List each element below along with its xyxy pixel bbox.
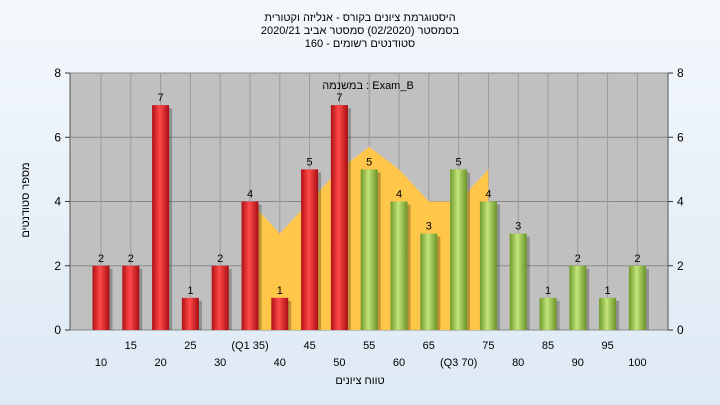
bar-30	[211, 265, 229, 330]
x-tick-label: 40	[274, 357, 286, 369]
y-tick-label-left: 0	[54, 323, 61, 337]
bar-(Q1 35)	[241, 201, 259, 330]
y-tick-label-left: 4	[54, 195, 61, 209]
bar-60	[390, 201, 408, 330]
y-tick-label-right: 6	[677, 130, 684, 144]
x-tick-label: (Q1 35)	[231, 340, 268, 352]
chart-title-line-3: סטודנטים רשומים - 160	[304, 38, 416, 50]
bar-65	[420, 233, 438, 330]
x-tick-label: 55	[363, 340, 375, 352]
x-tick-label: 20	[154, 357, 166, 369]
bar-40	[271, 297, 289, 330]
value-label: 3	[515, 221, 521, 233]
value-label: 2	[98, 253, 104, 265]
x-tick-label: 75	[482, 340, 494, 352]
x-tick-label: (Q3 70)	[440, 357, 477, 369]
chart-title-line-1: היסטוגרמת ציונים בקורס - אנליזה וקטורית	[264, 12, 456, 24]
bar-50	[330, 105, 348, 330]
x-tick-label: 25	[184, 340, 196, 352]
value-label: 5	[366, 156, 372, 168]
y-tick-label-left: 2	[54, 259, 61, 273]
value-label: 7	[158, 92, 164, 104]
value-label: 1	[187, 285, 193, 297]
bar-75	[479, 201, 497, 330]
x-tick-label: 85	[542, 340, 554, 352]
exam-annotation: במשנמה : Exam_B	[322, 80, 414, 92]
bar-20	[152, 105, 170, 330]
y-tick-label-right: 0	[677, 323, 684, 337]
y-axis-label: מספר סטודנטים	[20, 162, 32, 238]
y-axis: 0 0 2 2 4 4 6 6 8 8	[54, 66, 684, 337]
value-label: 2	[634, 253, 640, 265]
y-tick-label-right: 8	[677, 66, 684, 80]
y-tick-label-left: 8	[54, 66, 61, 80]
bar-(Q3 70)	[450, 169, 468, 330]
value-label: 4	[247, 189, 253, 201]
value-label: 1	[277, 285, 283, 297]
y-tick-label-right: 2	[677, 259, 684, 273]
value-label: 2	[575, 253, 581, 265]
x-tick-label: 45	[303, 340, 315, 352]
bar-80	[509, 233, 527, 330]
bar-25	[181, 297, 199, 330]
x-tick-label: 95	[601, 340, 613, 352]
bar-85	[539, 297, 557, 330]
bar-90	[569, 265, 587, 330]
bar-45	[301, 169, 319, 330]
value-label: 5	[456, 156, 462, 168]
value-label: 3	[426, 221, 432, 233]
x-tick-label: 30	[214, 357, 226, 369]
x-tick-label: 50	[333, 357, 345, 369]
y-tick-label-right: 4	[677, 195, 684, 209]
bar-15	[122, 265, 140, 330]
value-label: 2	[128, 253, 134, 265]
value-label: 2	[217, 253, 223, 265]
y-tick-label-left: 6	[54, 130, 61, 144]
bar-95	[599, 297, 617, 330]
x-tick-label: 60	[393, 357, 405, 369]
value-label: 4	[485, 189, 491, 201]
chart-title-line-2: בסמסטר (02/2020) סמסטר אביב 2020/21	[260, 25, 460, 37]
x-tick-label: 65	[423, 340, 435, 352]
bar-100	[628, 265, 646, 330]
value-label: 5	[307, 156, 313, 168]
bar-10	[92, 265, 110, 330]
value-label: 4	[396, 189, 402, 201]
bars-group	[92, 105, 649, 330]
x-tick-label: 90	[572, 357, 584, 369]
x-tick-label: 80	[512, 357, 524, 369]
value-label: 7	[336, 92, 342, 104]
bar-55	[360, 169, 378, 330]
x-axis: 10 15 20 25 30 (Q1 35) 40 45 50 55 60 65 (Q3 70) 75 80…	[95, 340, 647, 369]
value-label: 1	[605, 285, 611, 297]
x-tick-label: 100	[628, 357, 646, 369]
x-tick-label: 10	[95, 357, 107, 369]
x-tick-label: 15	[125, 340, 137, 352]
x-axis-label: טווח ציונים	[335, 375, 385, 387]
value-label: 1	[545, 285, 551, 297]
